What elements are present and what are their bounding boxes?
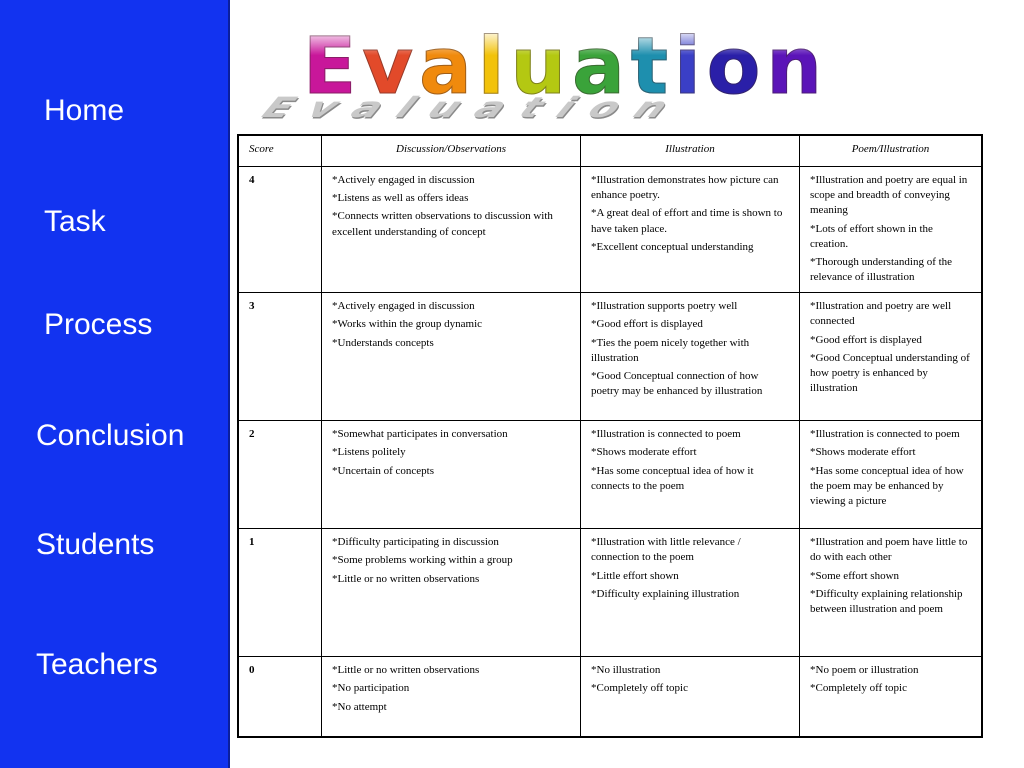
title-letter: o xyxy=(706,22,767,112)
nav-home-link[interactable]: Home xyxy=(44,94,125,127)
score-cell: 3 xyxy=(237,292,322,422)
discussion-cell: *Little or no written observations *No pa… xyxy=(321,656,581,738)
criterion-text: *Good Conceptual connection of how poetr… xyxy=(591,369,763,398)
table-row: 0 *Little or no written observations *No p… xyxy=(237,656,983,738)
criterion-text: *Difficulty explaining illustration xyxy=(591,587,740,600)
criterion-text: *Thorough understanding of the relevance… xyxy=(810,255,953,284)
criterion-text: *Has some conceptual idea of how the poe… xyxy=(810,464,964,507)
criterion-text: *A great deal of effort and time is show… xyxy=(591,207,783,235)
criterion-text: *Actively engaged in discussion xyxy=(332,174,475,186)
title-letter: a xyxy=(572,22,631,112)
criterion-text: *Difficulty participating in discussion xyxy=(332,536,499,549)
criterion-text: *Illustration and poetry are well connec… xyxy=(810,300,952,328)
illustration-cell: *Illustration supports poetry well *Good … xyxy=(580,292,800,422)
title-letter: v xyxy=(362,22,420,112)
criterion-text: *Good Conceptual understanding of how po… xyxy=(810,351,970,395)
criterion-text: *Illustration is connected to poem xyxy=(810,428,960,441)
criterion-text: *No participation xyxy=(332,682,410,695)
criterion-text: *Somewhat participates in conversation xyxy=(332,428,508,441)
criterion-text: *Completely off topic xyxy=(591,682,688,695)
criterion-text: *Lots of effort shown in the creation. xyxy=(810,222,933,250)
nav-task-link[interactable]: Task xyxy=(44,205,106,238)
criterion-text: *Excellent conceptual understanding xyxy=(591,240,754,253)
score-cell: 0 xyxy=(237,656,322,738)
illustration-cell: *Illustration demonstrates how picture c… xyxy=(580,165,800,294)
criterion-text: *No attempt xyxy=(332,700,387,713)
column-header-discussion: Discussion/Observations xyxy=(321,134,581,167)
column-header-poem-illustration: Poem/Illustration xyxy=(799,134,983,167)
illustration-cell: *No illustration *Completely off topic xyxy=(580,656,800,738)
criterion-text: *Completely off topic xyxy=(810,682,907,695)
criterion-text: *Illustration demonstrates how picture c… xyxy=(591,174,779,202)
discussion-cell: *Actively engaged in discussion *Listens … xyxy=(321,165,581,294)
score-cell: 4 xyxy=(237,165,322,294)
nav-conclusion-link[interactable]: Conclusion xyxy=(36,419,185,452)
sidebar-nav: Home Task Process Conclusion Students Te… xyxy=(0,0,230,768)
criterion-text: *Little or no written observations xyxy=(332,664,480,677)
illustration-cell: *Illustration is connected to poem *Shows… xyxy=(580,420,800,530)
criterion-text: *Little effort shown xyxy=(591,569,679,582)
title-letter: t xyxy=(630,22,675,112)
column-header-illustration: Illustration xyxy=(580,134,800,167)
criterion-text: *Has some conceptual idea of how it conn… xyxy=(591,464,754,492)
illustration-cell: *Illustration with little relevance / co… xyxy=(580,528,800,658)
criterion-text: *Little or no written observations xyxy=(332,572,480,585)
criterion-text: *No poem or illustration xyxy=(810,664,919,677)
criterion-text: *Good effort is displayed xyxy=(591,318,703,331)
criterion-text: *Uncertain of concepts xyxy=(332,464,435,477)
criterion-text: *Illustration and poetry are equal in sc… xyxy=(810,174,968,217)
title-letter: n xyxy=(766,22,828,112)
table-row: 1 *Difficulty participating in discussion… xyxy=(237,528,983,658)
poem-cell: *No poem or illustration *Completely off … xyxy=(799,656,983,738)
criterion-text: *Illustration with little relevance / co… xyxy=(591,536,741,564)
criterion-text: *No illustration xyxy=(591,664,661,677)
column-header-score: Score xyxy=(237,134,322,167)
criterion-text: *Shows moderate effort xyxy=(810,446,916,459)
criterion-text: *Some effort shown xyxy=(810,569,900,582)
criterion-text: *Ties the poem nicely together with illu… xyxy=(591,336,750,364)
poem-cell: *Illustration and poetry are equal in sc… xyxy=(799,165,983,294)
title-text: Evaluation xyxy=(302,22,828,112)
criterion-text: *Illustration and poem have little to do… xyxy=(810,536,968,564)
poem-cell: *Illustration is connected to poem *Shows… xyxy=(799,420,983,530)
nav-teachers-link[interactable]: Teachers xyxy=(36,648,158,681)
nav-students-link[interactable]: Students xyxy=(36,528,155,561)
criterion-text: *Difficulty explaining relationship betw… xyxy=(810,587,963,615)
table-row: 2 *Somewhat participates in conversation *… xyxy=(237,420,983,530)
criterion-text: *Illustration is connected to poem xyxy=(591,428,741,441)
discussion-cell: *Somewhat participates in conversation *L… xyxy=(321,420,581,530)
table-header-row: Score Discussion/Observations Illustrati… xyxy=(237,134,983,167)
table-row: 3 *Actively engaged in discussion *Works w… xyxy=(237,292,983,422)
criterion-text: *Some problems working within a group xyxy=(332,554,513,567)
title-letter: u xyxy=(510,22,573,112)
criterion-text: *Understands concepts xyxy=(332,336,434,349)
table-row: 4 *Actively engaged in discussion *Listens… xyxy=(237,165,983,294)
title-letter: E xyxy=(302,22,363,112)
criterion-text: *Connects written observations to discus… xyxy=(332,210,553,238)
title-letter: a xyxy=(419,22,478,112)
score-cell: 1 xyxy=(237,528,322,658)
title-letter: l xyxy=(477,22,511,112)
criterion-text: *Listens politely xyxy=(332,446,406,459)
evaluation-rubric-table: Score Discussion/Observations Illustrati… xyxy=(237,134,983,738)
criterion-text: *Actively engaged in discussion xyxy=(332,300,475,313)
nav-process-link[interactable]: Process xyxy=(44,308,153,341)
poem-cell: *Illustration and poetry are well connec… xyxy=(799,292,983,422)
discussion-cell: *Difficulty participating in discussion *… xyxy=(321,528,581,658)
title-letter: i xyxy=(674,22,707,112)
poem-cell: *Illustration and poem have little to do… xyxy=(799,528,983,658)
score-cell: 2 xyxy=(237,420,322,530)
criterion-text: *Shows moderate effort xyxy=(591,446,697,459)
criterion-text: *Listens as well as offers ideas xyxy=(332,192,469,205)
discussion-cell: *Actively engaged in discussion *Works wi… xyxy=(321,292,581,422)
criterion-text: *Good effort is displayed xyxy=(810,333,922,346)
page-title: Evaluation Evaluation xyxy=(251,22,955,128)
criterion-text: *Illustration supports poetry well xyxy=(591,300,738,313)
criterion-text: *Works within the group dynamic xyxy=(332,318,483,331)
